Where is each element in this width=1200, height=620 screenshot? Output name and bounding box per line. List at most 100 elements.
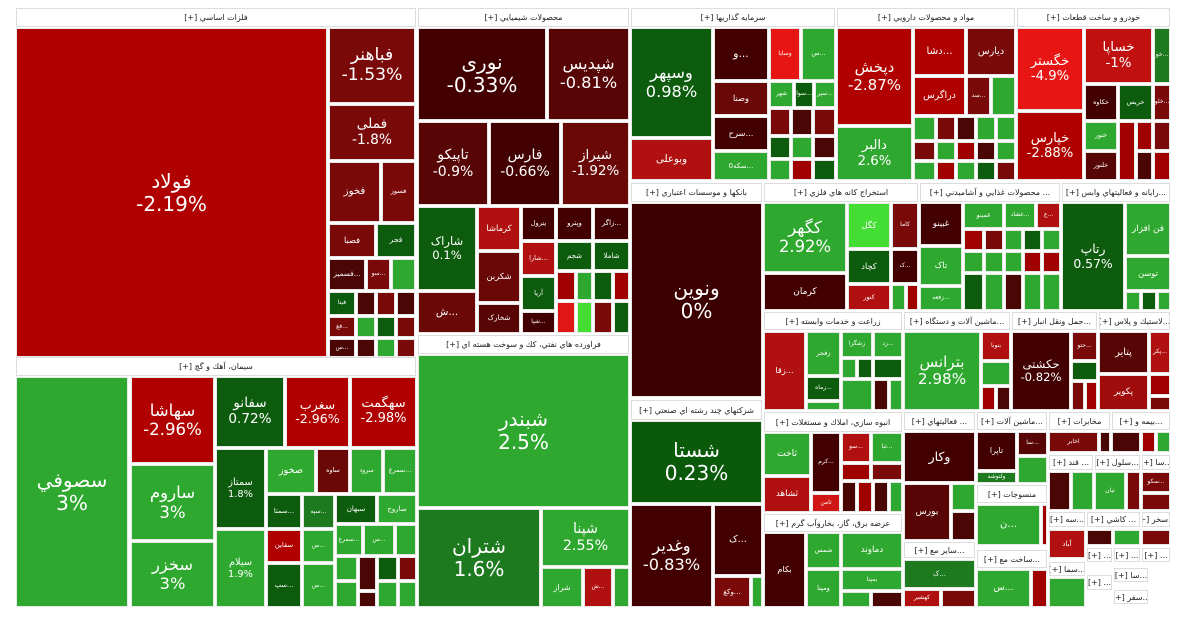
stock-tile[interactable]: شخارک <box>478 304 520 333</box>
sector-header[interactable]: ...ساير مع [+] <box>904 542 975 558</box>
stock-tile[interactable]: فخوز <box>329 162 380 222</box>
small-stock-tile[interactable] <box>1072 382 1084 410</box>
small-stock-tile[interactable] <box>985 274 1003 310</box>
small-stock-tile[interactable] <box>557 272 575 300</box>
stock-tile[interactable]: شاراک 0.1% <box>418 207 476 290</box>
stock-tile[interactable]: سرود <box>351 449 382 493</box>
small-stock-tile[interactable] <box>814 137 835 158</box>
small-stock-tile[interactable] <box>874 482 888 512</box>
stock-tile[interactable]: ...شارا <box>522 242 555 275</box>
sector-header[interactable]: ... كاشي [+] <box>1087 512 1140 527</box>
stock-tile[interactable]: ...و <box>714 28 768 80</box>
small-stock-tile[interactable] <box>1043 274 1060 310</box>
small-stock-tile[interactable] <box>957 117 975 140</box>
stock-tile[interactable]: صخوز <box>267 449 315 493</box>
stock-tile[interactable]: حکشتی -0.82% <box>1012 332 1070 410</box>
stock-tile[interactable]: ...سو <box>367 259 390 290</box>
stock-tile[interactable]: ...س <box>977 570 1030 607</box>
stock-tile[interactable]: سمتاز 1.8% <box>216 449 265 528</box>
stock-tile[interactable]: نوری -0.33% <box>418 28 546 120</box>
stock-tile[interactable]: ...پکر <box>1150 332 1170 373</box>
stock-tile[interactable]: ...ش <box>584 568 612 607</box>
sector-header[interactable]: ...سفر [+] <box>1114 590 1148 604</box>
small-stock-tile[interactable] <box>378 582 397 607</box>
small-stock-tile[interactable] <box>1137 152 1152 180</box>
stock-tile[interactable]: کچاد <box>848 250 890 283</box>
small-stock-tile[interactable] <box>907 285 918 310</box>
sector-header[interactable]: ...رايانه و فعاليتهاي وابس [+] <box>1062 183 1170 202</box>
small-stock-tile[interactable] <box>378 557 397 580</box>
stock-tile[interactable]: دماوند <box>842 533 902 568</box>
sector-header[interactable]: ... محصولات غذايي و آشاميدني [+] <box>920 183 1060 202</box>
small-stock-tile[interactable] <box>942 590 975 607</box>
small-stock-tile[interactable] <box>1005 230 1022 250</box>
stock-tile[interactable]: بنوبا <box>982 332 1010 360</box>
sector-header[interactable]: ...سخر [+] <box>1142 512 1170 527</box>
small-stock-tile[interactable] <box>985 230 1003 250</box>
small-stock-tile[interactable] <box>1005 274 1022 310</box>
stock-tile[interactable]: ...س <box>329 339 355 357</box>
stock-tile[interactable]: ...س <box>303 530 334 562</box>
stock-tile[interactable]: سغرب -2.96% <box>286 377 349 447</box>
small-stock-tile[interactable] <box>937 162 955 180</box>
stock-tile[interactable]: ...ثبا <box>872 433 902 462</box>
stock-tile[interactable]: پترول <box>522 207 555 240</box>
small-stock-tile[interactable] <box>1049 578 1085 607</box>
small-stock-tile[interactable] <box>1024 252 1041 272</box>
small-stock-tile[interactable] <box>1158 292 1170 310</box>
stock-tile[interactable]: ونوين 0% <box>631 203 762 397</box>
sector-header[interactable]: فلزات اساسي [+] <box>16 8 416 27</box>
sector-header[interactable]: زراعت و خدمات وابسته [+] <box>764 312 902 330</box>
small-stock-tile[interactable] <box>577 272 592 300</box>
small-stock-tile[interactable] <box>614 568 629 607</box>
stock-tile[interactable]: فجر <box>377 224 415 257</box>
stock-tile[interactable]: ساوه <box>317 449 349 493</box>
stock-tile[interactable]: دیارس <box>967 28 1015 75</box>
small-stock-tile[interactable] <box>952 512 975 540</box>
stock-tile[interactable]: ...سپه <box>303 495 334 528</box>
small-stock-tile[interactable] <box>399 582 416 607</box>
stock-tile[interactable]: ولتوشه <box>977 472 1016 483</box>
small-stock-tile[interactable] <box>814 160 835 180</box>
small-stock-tile[interactable] <box>1087 530 1112 545</box>
stock-tile[interactable]: دپخش -2.87% <box>837 28 912 125</box>
stock-tile[interactable]: پکویر <box>1099 375 1148 410</box>
small-stock-tile[interactable] <box>914 117 935 140</box>
small-stock-tile[interactable] <box>814 109 835 135</box>
small-stock-tile[interactable] <box>1119 122 1135 180</box>
stock-tile[interactable]: شستا 0.23% <box>631 421 762 503</box>
small-stock-tile[interactable] <box>858 482 872 512</box>
stock-tile[interactable]: فباهنر -1.53% <box>329 28 415 103</box>
stock-tile[interactable]: ومپنا <box>807 570 840 607</box>
small-stock-tile[interactable] <box>1005 252 1022 272</box>
small-stock-tile[interactable] <box>842 380 872 410</box>
stock-tile[interactable]: خکاوه <box>1085 85 1117 120</box>
small-stock-tile[interactable] <box>770 160 790 180</box>
sector-header[interactable]: ... [+] <box>1142 548 1170 562</box>
stock-tile[interactable]: ...سمرغ <box>336 525 362 555</box>
small-stock-tile[interactable] <box>336 582 357 607</box>
stock-tile[interactable]: ...غشاد <box>1005 203 1035 228</box>
small-stock-tile[interactable] <box>1137 122 1152 150</box>
stock-tile[interactable]: ...سوا <box>795 82 813 107</box>
stock-tile[interactable]: خگستر -4.9% <box>1017 28 1083 110</box>
sector-header[interactable]: ... فعاليتهاي [+] <box>904 412 975 430</box>
small-stock-tile[interactable] <box>392 259 415 290</box>
small-stock-tile[interactable] <box>997 162 1015 180</box>
stock-tile[interactable]: ...دشا <box>914 28 965 75</box>
sector-header[interactable]: ... [+] <box>1087 575 1112 590</box>
stock-tile[interactable]: ...ک <box>892 250 918 283</box>
stock-tile[interactable]: ...سپ <box>267 564 301 607</box>
sector-header[interactable]: بانكها و موسسات اعتباري [+] <box>631 183 762 202</box>
small-stock-tile[interactable] <box>397 292 415 315</box>
stock-tile[interactable]: ...سرح <box>714 117 768 150</box>
stock-tile[interactable]: ...سد <box>967 77 990 115</box>
stock-tile[interactable]: فارس -0.66% <box>490 122 560 205</box>
sector-header[interactable]: ...سما [+] <box>1049 562 1085 576</box>
small-stock-tile[interactable] <box>792 160 812 180</box>
small-stock-tile[interactable] <box>614 272 629 300</box>
stock-tile[interactable]: ...سمرغ <box>384 449 416 493</box>
small-stock-tile[interactable] <box>957 142 975 160</box>
small-stock-tile[interactable] <box>842 592 870 607</box>
sector-header[interactable]: ...حمل ونقل انبار [+] <box>1012 312 1097 330</box>
